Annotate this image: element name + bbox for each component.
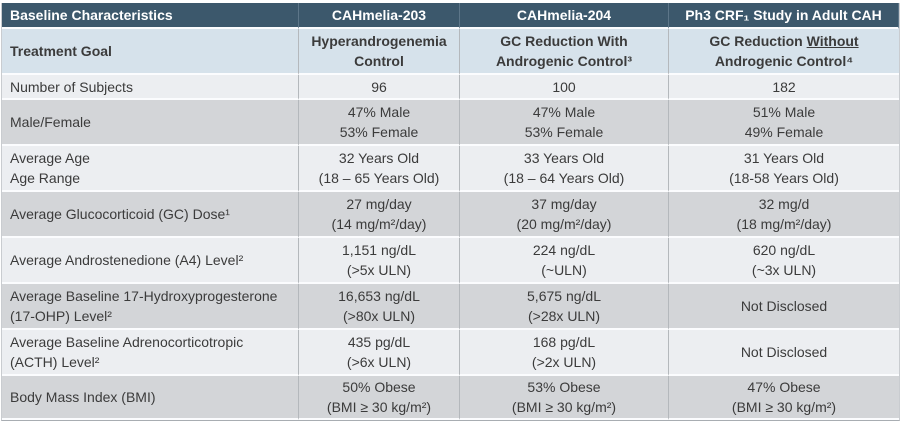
table-row-gc-dose: Average Glucocorticoid (GC) Dose¹ 27 mg/… <box>2 192 899 238</box>
cahmelia-203-value: 50% Obese (BMI ≥ 30 kg/m²) <box>299 376 460 420</box>
table-row-17ohp-level: Average Baseline 17-Hydroxyprogesterone … <box>2 284 899 330</box>
row-label: Average Baseline Adrenocorticotropic (AC… <box>2 330 299 376</box>
ph3-value: Not Disclosed <box>669 330 899 376</box>
row-label: Average Androstenedione (A4) Level² <box>2 238 299 284</box>
ph3-value: 31 Years Old (18-58 Years Old) <box>669 146 899 192</box>
cahmelia-203-value: 435 pg/dL (>6x ULN) <box>299 330 460 376</box>
ph3-value: 182 <box>669 75 899 100</box>
cahmelia-204-value: 5,675 ng/dL (>28x ULN) <box>460 284 669 330</box>
cahmelia-203-value: 47% Male 53% Female <box>299 100 460 146</box>
ph3-value: 32 mg/d (18 mg/m²/day) <box>669 192 899 238</box>
treatment-goal-cahmelia-204: GC Reduction With Androgenic Control³ <box>460 29 669 75</box>
row-label: Number of Subjects <box>2 75 299 100</box>
cahmelia-204-value: 100 <box>460 75 669 100</box>
cahmelia-203-value: 16,653 ng/dL (>80x ULN) <box>299 284 460 330</box>
ph3-value: 620 ng/dL (~3x ULN) <box>669 238 899 284</box>
header-ph3-crf1-study: Ph3 CRF₁ Study in Adult CAH <box>669 3 899 29</box>
cahmelia-204-value: 168 pg/dL (>2x ULN) <box>460 330 669 376</box>
ph3-value: Not Disclosed <box>669 284 899 330</box>
row-label: Average Age Age Range <box>2 146 299 192</box>
table-header-row: Baseline Characteristics CAHmelia-203 CA… <box>2 3 899 29</box>
table-row-a4-level: Average Androstenedione (A4) Level² 1,15… <box>2 238 899 284</box>
ph3-value: 47% Obese (BMI ≥ 30 kg/m²) <box>669 376 899 420</box>
table-row-male-female: Male/Female 47% Male 53% Female 47% Male… <box>2 100 899 146</box>
cahmelia-203-value: 32 Years Old (18 – 65 Years Old) <box>299 146 460 192</box>
treatment-goal-ph3: GC Reduction Without Androgenic Control⁴ <box>669 29 899 75</box>
treatment-goal-cahmelia-203: Hyperandrogenemia Control <box>299 29 460 75</box>
cahmelia-204-value: 37 mg/day (20 mg/m²/day) <box>460 192 669 238</box>
cahmelia-203-value: 1,151 ng/dL (>5x ULN) <box>299 238 460 284</box>
cahmelia-204-value: 47% Male 53% Female <box>460 100 669 146</box>
table-row-bmi: Body Mass Index (BMI) 50% Obese (BMI ≥ 3… <box>2 376 899 420</box>
goal-ph3-text: GC Reduction <box>709 33 807 49</box>
row-label: Average Baseline 17-Hydroxyprogesterone … <box>2 284 299 330</box>
cahmelia-204-value: 224 ng/dL (~ULN) <box>460 238 669 284</box>
header-cahmelia-204: CAHmelia-204 <box>460 3 669 29</box>
cahmelia-204-value: 53% Obese (BMI ≥ 30 kg/m²) <box>460 376 669 420</box>
treatment-goal-label: Treatment Goal <box>2 29 299 75</box>
goal-ph3-line2: Androgenic Control⁴ <box>714 53 854 69</box>
goal-ph3-underlined-word: Without <box>806 33 859 49</box>
baseline-characteristics-table: Baseline Characteristics CAHmelia-203 CA… <box>1 3 900 421</box>
ph3-value: 51% Male 49% Female <box>669 100 899 146</box>
table-row-number-of-subjects: Number of Subjects 96 100 182 <box>2 75 899 100</box>
cahmelia-203-value: 27 mg/day (14 mg/m²/day) <box>299 192 460 238</box>
header-cahmelia-203: CAHmelia-203 <box>299 3 460 29</box>
row-label: Average Glucocorticoid (GC) Dose¹ <box>2 192 299 238</box>
header-baseline-characteristics: Baseline Characteristics <box>2 3 299 29</box>
table-row-acth-level: Average Baseline Adrenocorticotropic (AC… <box>2 330 899 376</box>
row-label: Body Mass Index (BMI) <box>2 376 299 420</box>
row-label: Male/Female <box>2 100 299 146</box>
cahmelia-203-value: 96 <box>299 75 460 100</box>
table-row-average-age: Average Age Age Range 32 Years Old (18 –… <box>2 146 899 192</box>
treatment-goal-row: Treatment Goal Hyperandrogenemia Control… <box>2 29 899 75</box>
cahmelia-204-value: 33 Years Old (18 – 64 Years Old) <box>460 146 669 192</box>
